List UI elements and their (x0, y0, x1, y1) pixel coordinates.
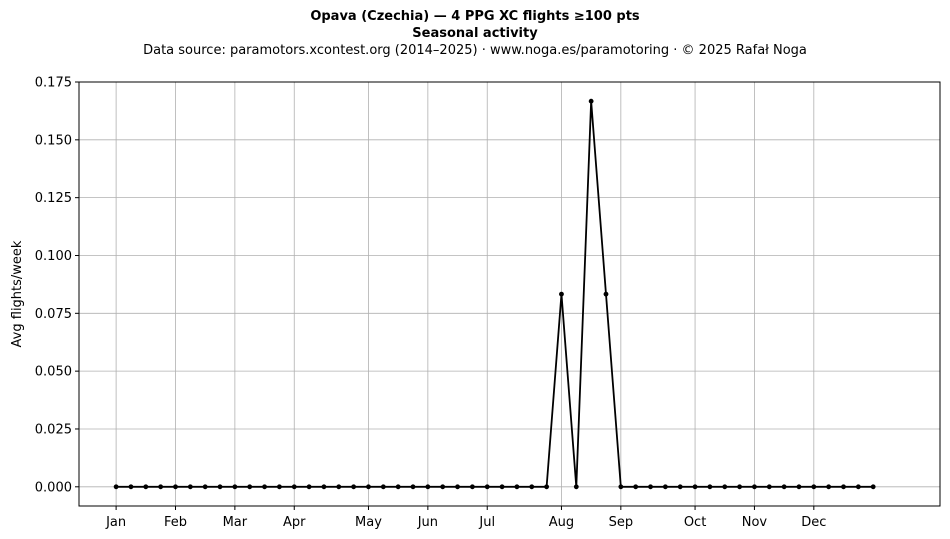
data-point (618, 484, 624, 490)
x-tick-label: Dec (801, 515, 826, 530)
data-point (588, 98, 594, 104)
x-tick-label: Apr (283, 515, 306, 530)
x-tick-label: Feb (164, 515, 187, 530)
data-point (781, 484, 787, 490)
y-tick-label: 0.025 (35, 422, 72, 437)
data-point (766, 484, 772, 490)
data-point (425, 484, 431, 490)
data-point (366, 484, 371, 490)
data-point (677, 484, 683, 490)
y-axis-label: Avg flights/week (10, 240, 25, 347)
data-point (559, 291, 564, 297)
chart-source-note: Data source: paramotors.xcontest.org (20… (143, 43, 807, 58)
y-axis: 0.000 0.025 0.050 0.075 0.100 0.125 0.150 0.175 (35, 76, 79, 495)
x-tick-label: Jul (478, 515, 495, 530)
data-point (455, 484, 460, 490)
data-point (662, 484, 668, 490)
x-tick-label: Sep (609, 515, 634, 530)
data-point (544, 484, 550, 490)
x-tick-label: Mar (223, 515, 248, 530)
data-point (113, 484, 119, 490)
data-point (128, 484, 134, 490)
chart-subtitle: Seasonal activity (412, 26, 538, 41)
x-tick-label: Jun (417, 515, 438, 530)
x-tick-label: Oct (684, 515, 706, 530)
data-point (232, 484, 238, 490)
data-point (722, 484, 728, 490)
data-point (529, 484, 535, 490)
x-tick-label: Jan (105, 515, 126, 530)
data-point (484, 484, 490, 490)
data-point (247, 484, 253, 490)
data-point (855, 484, 861, 490)
data-point (603, 291, 609, 297)
data-point (410, 484, 416, 490)
data-point (306, 484, 312, 490)
data-point (187, 484, 193, 490)
data-point (440, 484, 446, 490)
series-line (116, 100, 874, 488)
data-point (469, 484, 475, 490)
data-point (573, 484, 579, 490)
data-point (826, 484, 832, 490)
y-tick-label: 0.000 (35, 480, 72, 495)
data-point (321, 484, 327, 490)
x-tick-label: Aug (549, 515, 574, 530)
plot-frame (78, 81, 941, 507)
data-point (351, 484, 357, 490)
data-point (514, 484, 520, 490)
chart-title: Opava (Czechia) — 4 PPG XC flights ≥100 … (310, 9, 640, 24)
data-point (277, 484, 282, 490)
data-point (870, 484, 876, 490)
data-point (336, 484, 342, 490)
y-tick-label: 0.075 (35, 307, 72, 322)
y-tick-label: 0.175 (35, 76, 72, 91)
data-point (707, 484, 713, 490)
data-point (499, 484, 505, 490)
data-point (143, 484, 149, 490)
x-tick-label: Nov (742, 515, 768, 530)
data-point (380, 484, 386, 490)
data-point (217, 484, 223, 490)
data-point (173, 484, 178, 490)
data-point (737, 484, 742, 490)
grid-lines (79, 81, 940, 506)
data-point (395, 484, 401, 490)
y-tick-label: 0.100 (35, 249, 72, 264)
data-point (202, 484, 208, 490)
data-point (262, 484, 267, 490)
data-point (811, 484, 817, 490)
data-point (291, 484, 297, 490)
data-point (752, 484, 757, 490)
data-point (692, 484, 698, 490)
data-point (796, 484, 802, 490)
data-point (158, 484, 164, 490)
series (113, 98, 876, 490)
x-axis: Jan Feb Mar Apr May Jun Jul Aug Sep Oct Nov Dec (105, 506, 826, 530)
x-tick-label: May (355, 515, 382, 530)
y-tick-label: 0.050 (35, 365, 72, 380)
data-point (841, 484, 846, 490)
y-tick-label: 0.125 (35, 191, 72, 206)
data-point (648, 484, 653, 490)
data-point (633, 484, 639, 490)
y-tick-label: 0.150 (35, 133, 72, 148)
